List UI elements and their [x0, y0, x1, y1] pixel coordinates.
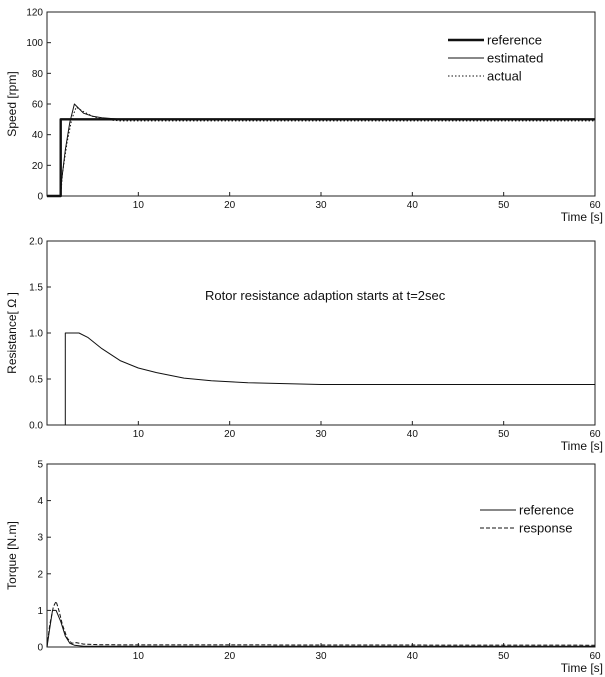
plot-frame [46, 240, 596, 426]
legend-label-reference: reference [519, 503, 574, 518]
x-tick-label: 40 [407, 200, 419, 211]
x-tick-label: 60 [589, 429, 601, 440]
x-tick-label: 20 [224, 200, 236, 211]
y-tick-label: 0 [37, 192, 43, 203]
y-tick-label: 1 [37, 606, 43, 617]
y-tick-label: 1.5 [29, 283, 43, 294]
y-axis-label: Speed [rpm] [5, 71, 19, 136]
x-tick-label: 40 [407, 651, 419, 662]
y-tick-label: 1.0 [29, 329, 43, 340]
x-tick-label: 60 [589, 200, 601, 211]
chart-annotation: Rotor resistance adaption starts at t=2s… [205, 288, 446, 303]
x-tick-label: 50 [498, 429, 510, 440]
x-tick-label: 10 [133, 200, 145, 211]
x-tick-label: 20 [224, 429, 236, 440]
y-tick-label: 120 [26, 8, 43, 19]
y-tick-label: 40 [32, 130, 44, 141]
x-tick-label: 40 [407, 429, 419, 440]
x-tick-label: 60 [589, 651, 601, 662]
y-tick-label: 5 [37, 460, 43, 471]
x-tick-label: 30 [315, 200, 327, 211]
y-tick-label: 100 [26, 38, 43, 49]
series-line-actual [47, 106, 595, 197]
y-tick-label: 4 [37, 496, 43, 507]
legend-label-reference: reference [487, 33, 542, 48]
y-tick-label: 20 [32, 161, 44, 172]
y-tick-label: 80 [32, 69, 44, 80]
series-line-series-1 [64, 332, 595, 425]
x-tick-label: 20 [224, 651, 236, 662]
y-axis-label: Resistance[ Ω ] [5, 292, 19, 374]
series-line-response [46, 600, 596, 648]
legend-label-actual: actual [487, 69, 522, 84]
x-axis-label: Time [s] [561, 210, 603, 224]
y-tick-label: 0.5 [29, 375, 43, 386]
x-tick-label: 10 [133, 651, 145, 662]
x-axis-label: Time [s] [561, 661, 603, 675]
x-tick-label: 30 [315, 429, 327, 440]
series-line-reference [46, 609, 595, 648]
y-tick-label: 60 [32, 100, 44, 111]
y-tick-label: 2 [37, 569, 43, 580]
legend-label-estimated: estimated [487, 51, 543, 66]
x-tick-label: 50 [498, 651, 510, 662]
y-tick-label: 2.0 [29, 237, 43, 248]
x-tick-label: 10 [133, 429, 145, 440]
legend-label-response: response [519, 521, 572, 536]
series-line-reference [47, 118, 595, 198]
y-axis-label: Torque [N.m] [5, 521, 19, 590]
plot-frame [46, 463, 596, 648]
x-tick-label: 30 [315, 651, 327, 662]
y-tick-label: 0 [37, 643, 43, 654]
x-axis-label: Time [s] [561, 439, 603, 453]
y-tick-label: 3 [37, 533, 43, 544]
y-tick-label: 0.0 [29, 421, 43, 432]
series-line-estimated [47, 103, 595, 197]
x-tick-label: 50 [498, 200, 510, 211]
